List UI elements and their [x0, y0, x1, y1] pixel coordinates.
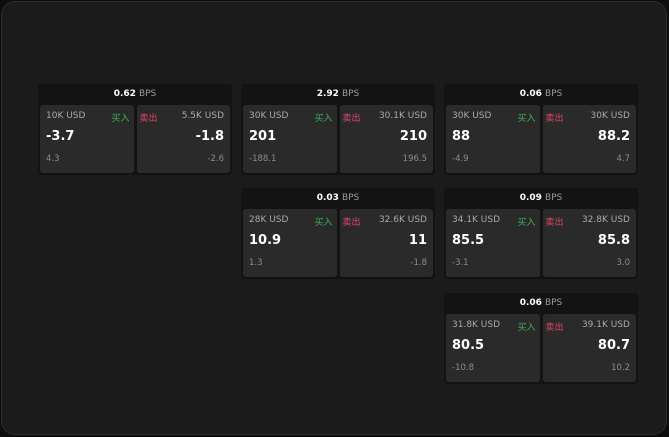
spread-header: 2.92 BPS	[241, 84, 435, 104]
spread-header: 0.06 BPS	[444, 293, 638, 313]
sell-price: -1.8	[195, 129, 224, 144]
buy-size: 34.1K USD	[452, 215, 501, 225]
sell-size: 32.8K USD	[581, 215, 630, 225]
sell-price: 11	[408, 233, 427, 248]
buy-price: 201	[249, 129, 277, 144]
sell-change: 10.2	[611, 363, 630, 373]
spread-unit: BPS	[544, 298, 563, 308]
quote-panel: 0.09 BPS 34.1K USD 买入 85.5 -3.1 卖出 32.8K …	[444, 188, 638, 279]
buy-size: 10K USD	[46, 111, 86, 121]
buy-label: 买入	[517, 114, 536, 124]
spread-value: 0.06	[519, 298, 542, 308]
spread-unit: BPS	[138, 89, 157, 99]
sell-size: 30K USD	[590, 111, 630, 121]
spread-header: 0.03 BPS	[241, 188, 435, 208]
buy-label: 买入	[517, 323, 536, 333]
buy-change: -10.8	[452, 363, 474, 373]
buy-size: 30K USD	[452, 111, 492, 121]
buy-size: 31.8K USD	[452, 320, 501, 330]
spread-unit: BPS	[544, 193, 563, 203]
spread-header: 0.06 BPS	[444, 84, 638, 104]
buy-label: 买入	[517, 218, 536, 228]
sell-size: 30.1K USD	[378, 111, 427, 121]
sell-label: 卖出	[139, 114, 158, 124]
buy-change: -3.1	[452, 258, 469, 268]
quote-panel: 0.06 BPS 31.8K USD 买入 80.5 -10.8 卖出 39.1K…	[444, 293, 638, 384]
buy-label: 买入	[111, 114, 130, 124]
spread-value: 2.92	[316, 89, 339, 99]
buy-price: 85.5	[452, 233, 485, 248]
buy-size: 30K USD	[249, 111, 289, 121]
buy-cell[interactable]: 31.8K USD 买入 80.5 -10.8	[446, 314, 540, 382]
sell-label: 卖出	[545, 114, 564, 124]
sell-size: 32.6K USD	[378, 215, 427, 225]
spread-value: 0.62	[113, 89, 136, 99]
sell-change: 4.7	[616, 154, 630, 164]
sell-label: 卖出	[342, 114, 361, 124]
buy-price: 88	[452, 129, 471, 144]
buy-change: 1.3	[249, 258, 263, 268]
sell-cell[interactable]: 卖出 32.6K USD 11 -1.8	[339, 209, 433, 277]
buy-change: 4.3	[46, 154, 60, 164]
spread-unit: BPS	[341, 193, 360, 203]
buy-cell[interactable]: 30K USD 买入 201 -188.1	[243, 105, 337, 173]
sell-cell[interactable]: 卖出 5.5K USD -1.8 -2.6	[136, 105, 230, 173]
sell-price: 85.8	[597, 233, 630, 248]
sell-cell[interactable]: 卖出 30K USD 88.2 4.7	[542, 105, 636, 173]
sell-label: 卖出	[545, 323, 564, 333]
sell-price: 88.2	[597, 129, 630, 144]
buy-size: 28K USD	[249, 215, 289, 225]
spread-header: 0.62 BPS	[38, 84, 232, 104]
quote-panel: 0.06 BPS 30K USD 买入 88 -4.9 卖出 30K USD 88…	[444, 84, 638, 175]
quote-panel: 0.03 BPS 28K USD 买入 10.9 1.3 卖出 32.6K USD…	[241, 188, 435, 279]
buy-cell[interactable]: 10K USD 买入 -3.7 4.3	[40, 105, 134, 173]
spread-value: 0.06	[519, 89, 542, 99]
spread-value: 0.03	[316, 193, 339, 203]
spread-unit: BPS	[544, 89, 563, 99]
sell-cell[interactable]: 卖出 32.8K USD 85.8 3.0	[542, 209, 636, 277]
sell-cell[interactable]: 卖出 39.1K USD 80.7 10.2	[542, 314, 636, 382]
buy-change: -4.9	[452, 154, 469, 164]
quote-panel: 2.92 BPS 30K USD 买入 201 -188.1 卖出 30.1K U…	[241, 84, 435, 175]
sell-size: 5.5K USD	[181, 111, 224, 121]
sell-change: 3.0	[616, 258, 630, 268]
buy-cell[interactable]: 28K USD 买入 10.9 1.3	[243, 209, 337, 277]
buy-price: 10.9	[249, 233, 282, 248]
sell-price: 210	[399, 129, 427, 144]
buy-price: 80.5	[452, 338, 485, 353]
spread-unit: BPS	[341, 89, 360, 99]
sell-size: 39.1K USD	[581, 320, 630, 330]
buy-price: -3.7	[46, 129, 75, 144]
sell-cell[interactable]: 卖出 30.1K USD 210 196.5	[339, 105, 433, 173]
buy-label: 买入	[314, 218, 333, 228]
sell-label: 卖出	[545, 218, 564, 228]
sell-price: 80.7	[597, 338, 630, 353]
sell-change: -2.6	[207, 154, 224, 164]
sell-change: 196.5	[402, 154, 427, 164]
buy-label: 买入	[314, 114, 333, 124]
sell-change: -1.8	[410, 258, 427, 268]
buy-cell[interactable]: 30K USD 买入 88 -4.9	[446, 105, 540, 173]
spread-value: 0.09	[519, 193, 542, 203]
buy-change: -188.1	[249, 154, 277, 164]
buy-cell[interactable]: 34.1K USD 买入 85.5 -3.1	[446, 209, 540, 277]
sell-label: 卖出	[342, 218, 361, 228]
quote-panel: 0.62 BPS 10K USD 买入 -3.7 4.3 卖出 5.5K USD …	[38, 84, 232, 175]
spread-header: 0.09 BPS	[444, 188, 638, 208]
